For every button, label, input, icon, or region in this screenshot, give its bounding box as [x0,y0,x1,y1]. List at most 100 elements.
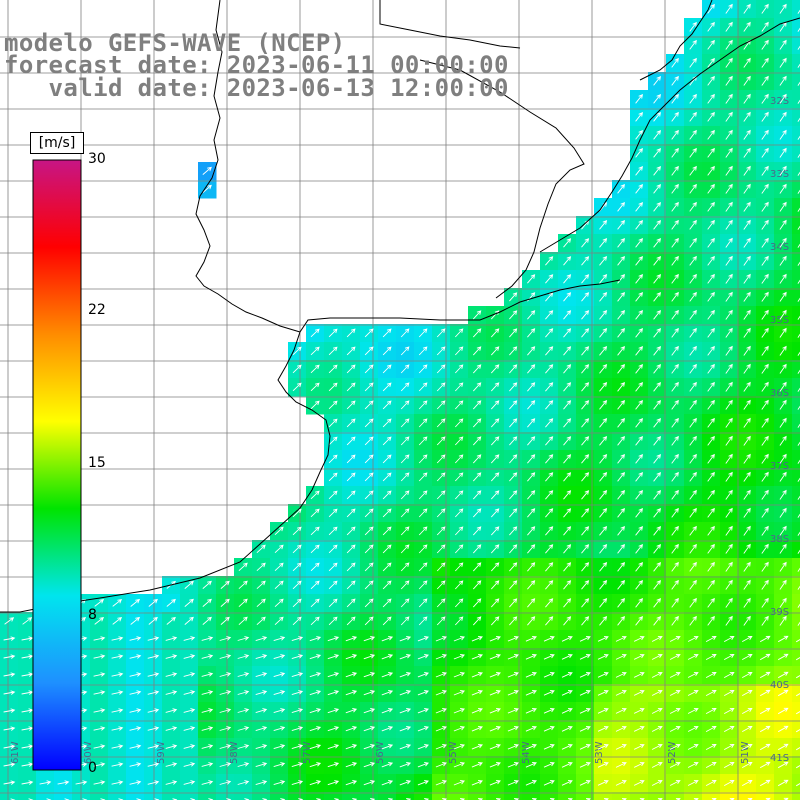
wind-arrow [507,708,519,714]
wind-arrow [166,616,176,625]
wind-arrow [707,579,715,590]
wind-arrow [165,780,178,785]
wind-arrow [490,400,500,410]
wind-arrow [653,183,661,194]
wind-arrow [563,454,572,464]
wind-arrow [777,743,789,751]
wind-arrow [761,93,769,104]
wind-arrow [183,690,196,695]
wind-cell [792,306,800,325]
wind-arrow [472,400,482,410]
wind-arrow [689,309,697,320]
wind-arrow [563,256,572,266]
wind-arrow [797,99,800,104]
wind-arrow [346,526,356,536]
wind-arrow [797,621,800,626]
wind-arrow [761,237,769,248]
wind-arrow [545,328,554,338]
wind-arrow [381,636,394,642]
wind-arrow [579,635,591,642]
wind-arrow [741,779,753,786]
wind-cell [324,792,343,800]
wind-arrow [669,671,681,678]
wind-arrow [111,726,124,731]
wind-arrow [797,459,800,464]
wind-arrow [725,165,733,176]
wind-arrow [527,490,536,500]
wind-arrow [725,39,733,50]
wind-arrow [328,472,338,482]
wind-arrow [364,418,374,428]
wind-arrow [635,579,643,590]
wind-arrow [509,310,518,320]
wind-cell [378,792,397,800]
wind-arrow [599,489,608,500]
wind-arrow [689,525,697,536]
wind-arrow [761,309,769,320]
wind-arrow [273,654,286,660]
wind-arrow [635,489,643,500]
wind-arrow [635,417,643,428]
wind-arrow [725,363,733,374]
wind-arrow [129,726,142,731]
wind-arrow [454,472,464,482]
wind-arrow [761,507,769,518]
wind-arrow [219,762,232,767]
wind-arrow [471,690,483,696]
wind-arrow [561,689,573,696]
wind-arrow [292,598,302,608]
wind-arrow [653,507,661,518]
wind-arrow [345,636,358,642]
wind-arrow [364,328,374,338]
wind-cell [216,792,235,800]
wind-arrow [525,636,537,642]
wind-arrow [310,580,320,590]
wind-arrow [545,544,554,554]
wind-arrow [418,472,428,482]
wind-arrow [581,346,590,356]
wind-arrow [761,561,769,572]
wind-arrow [381,780,394,786]
wind-arrow [651,779,663,786]
wind-arrow [256,616,266,626]
wind-arrow [545,472,554,482]
wind-arrow [201,708,214,713]
wind-arrow [453,726,465,732]
wind-arrow [561,635,573,642]
wind-arrow [490,364,500,374]
wind-arrow [707,201,715,212]
wind-arrow [346,616,356,626]
wind-cell [666,792,685,800]
wind-cell [126,792,145,800]
wind-arrow [509,616,518,626]
wind-arrow [581,310,590,320]
lon-label: 52W [667,741,678,764]
wind-arrow [165,726,178,731]
wind-arrow [707,111,715,122]
wind-arrow [795,693,800,697]
wind-arrow [635,111,643,122]
wind-arrow [597,761,609,768]
wind-arrow [707,3,715,14]
wind-arrow [400,598,410,608]
wind-arrow [147,780,160,785]
wind-arrow [635,327,643,338]
wind-arrow [291,708,304,714]
wind-arrow [653,561,661,572]
wind-arrow [725,327,733,338]
wind-cell [414,792,433,800]
wind-arrow [454,598,464,608]
wind-arrow [364,508,374,518]
wind-arrow [725,75,733,86]
lon-label: 57W [302,741,313,764]
wind-cell [792,684,800,703]
wind-cell [612,792,631,800]
wind-arrow [309,636,322,642]
wind-arrow [527,346,536,356]
wind-arrow [346,580,356,590]
wind-arrow [741,707,753,714]
wind-arrow [527,436,536,446]
wind-arrow [617,435,625,446]
wind-arrow [382,580,392,590]
wind-arrow [418,400,428,410]
